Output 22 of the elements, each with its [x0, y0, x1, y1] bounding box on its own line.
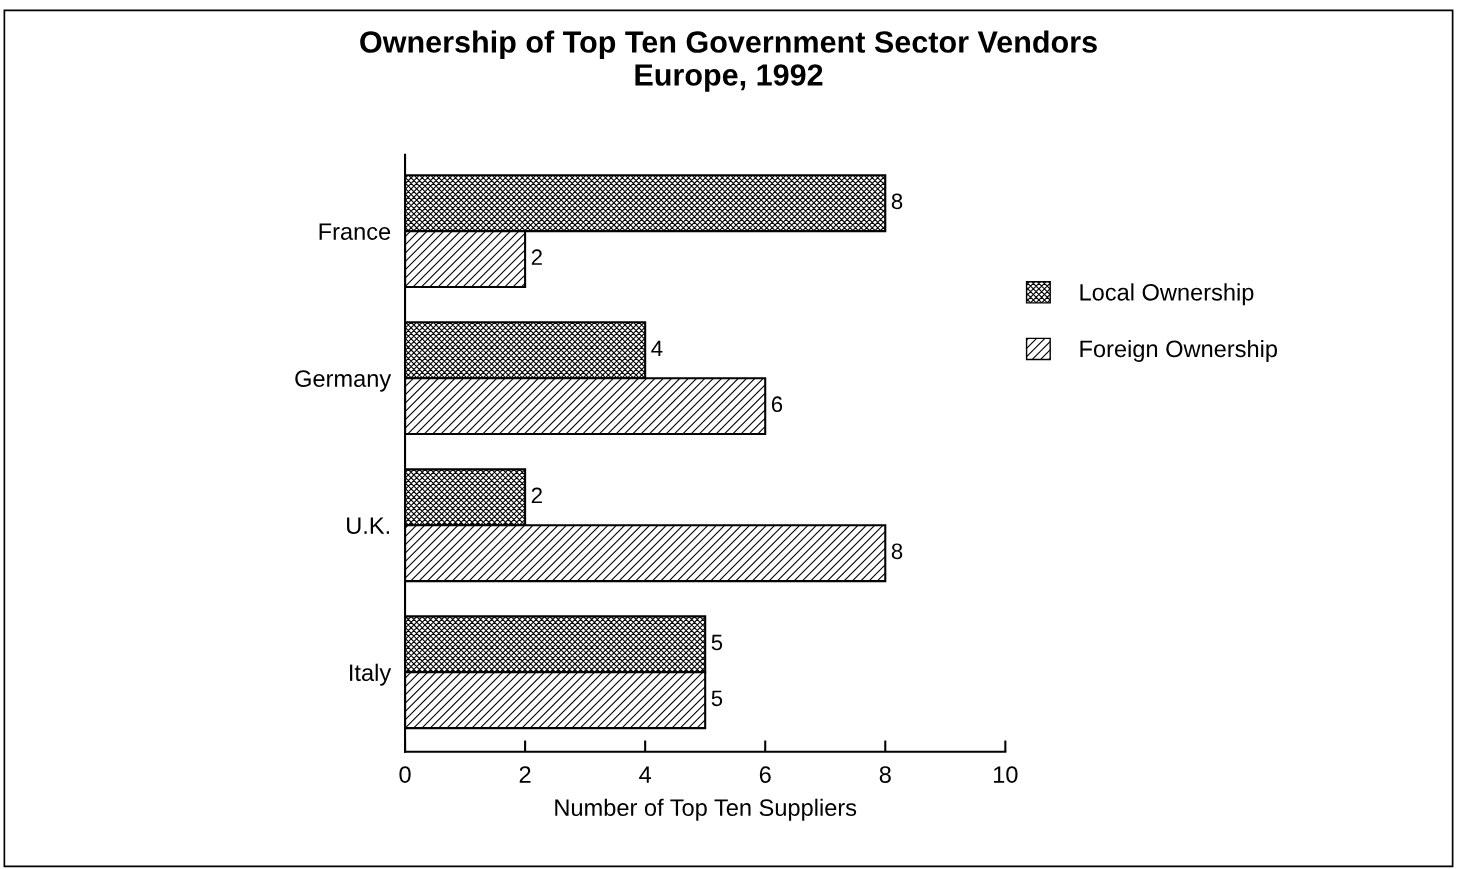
data-label: 4	[651, 340, 663, 356]
x-tick-label: 10	[994, 766, 1018, 783]
legend-label: Local Ownership	[1080, 283, 1254, 306]
y-tick-label: France	[319, 223, 391, 240]
y-tick-label: U.K.	[347, 517, 389, 535]
data-label: 6	[771, 396, 783, 413]
data-label: 5	[711, 634, 723, 651]
legend-label: Foreign Ownership	[1080, 339, 1278, 362]
data-label: 2	[531, 249, 542, 265]
x-tick-label: 6	[759, 766, 771, 783]
data-label: 8	[891, 193, 903, 210]
x-axis-title: Number of Top Ten Suppliers	[555, 798, 857, 821]
data-label: 8	[891, 543, 903, 560]
chart-title: Ownership of Top Ten Government Sector Vendors Europe, 1992	[360, 30, 1097, 92]
y-tick-label: Germany	[295, 370, 392, 392]
x-tick-label: 8	[879, 766, 891, 783]
data-label: 5	[711, 690, 723, 707]
x-tick-label: 2	[519, 766, 531, 783]
x-tick-label: 0	[399, 766, 411, 783]
data-label: 2	[531, 487, 542, 504]
y-tick-label: Italy	[350, 663, 392, 686]
x-tick-label: 4	[639, 766, 652, 783]
